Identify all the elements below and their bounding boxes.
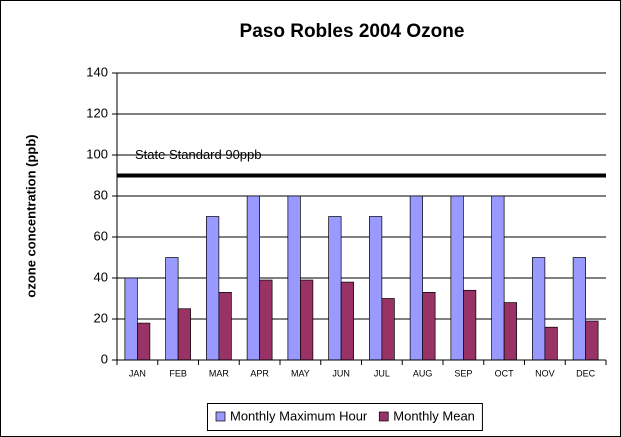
bar	[491, 195, 505, 361]
bar	[409, 195, 423, 361]
bar	[450, 195, 464, 361]
bar	[246, 195, 260, 361]
legend-swatch	[378, 411, 389, 422]
reference-label: State Standard 90ppb	[135, 147, 262, 162]
x-tick-label: SEP	[454, 368, 472, 378]
y-tick-label: 80	[94, 187, 108, 202]
bar	[422, 292, 436, 361]
x-tick-label: JUN	[332, 368, 350, 378]
x-tick-label: OCT	[495, 368, 515, 378]
x-tick-label: JUL	[374, 368, 390, 378]
x-tick-label: FEB	[169, 368, 187, 378]
bar	[503, 302, 517, 361]
chart-title: Paso Robles 2004 Ozone	[240, 21, 465, 42]
y-tick-label: 140	[86, 64, 108, 79]
bar	[300, 279, 314, 361]
x-tick-label: MAR	[209, 368, 230, 378]
bar	[124, 277, 138, 361]
y-tick-label: 60	[94, 228, 108, 243]
bar	[463, 289, 477, 361]
bar	[287, 195, 301, 361]
bar	[137, 322, 151, 361]
bar	[259, 279, 273, 361]
x-tick-label: AUG	[413, 368, 433, 378]
y-tick-label: 100	[86, 146, 108, 161]
bar	[532, 257, 546, 361]
bar	[340, 281, 354, 361]
bar	[544, 326, 558, 361]
bar	[585, 320, 599, 361]
y-tick-label: 120	[86, 105, 108, 120]
bar	[218, 292, 232, 361]
legend-box	[207, 403, 483, 431]
x-tick-label: APR	[250, 368, 269, 378]
bar	[165, 257, 179, 361]
y-tick-label: 20	[94, 310, 108, 325]
legend-label: Monthly Mean	[393, 408, 475, 423]
x-tick-label: JAN	[129, 368, 146, 378]
y-tick-label: 40	[94, 269, 108, 284]
bar	[177, 308, 191, 361]
x-tick-label: MAY	[291, 368, 310, 378]
legend-swatch	[215, 411, 226, 422]
bar	[206, 216, 220, 361]
x-tick-label: DEC	[576, 368, 596, 378]
bar	[369, 216, 383, 361]
y-tick-label: 0	[101, 351, 108, 366]
bar	[381, 298, 395, 361]
bar	[328, 216, 342, 361]
legend: Monthly Maximum Hour Monthly Mean	[207, 403, 483, 431]
legend-label: Monthly Maximum Hour	[230, 408, 368, 423]
y-axis-label: ozone concentration (ppb)	[23, 134, 38, 297]
x-tick-label: NOV	[535, 368, 555, 378]
bar	[572, 257, 586, 361]
